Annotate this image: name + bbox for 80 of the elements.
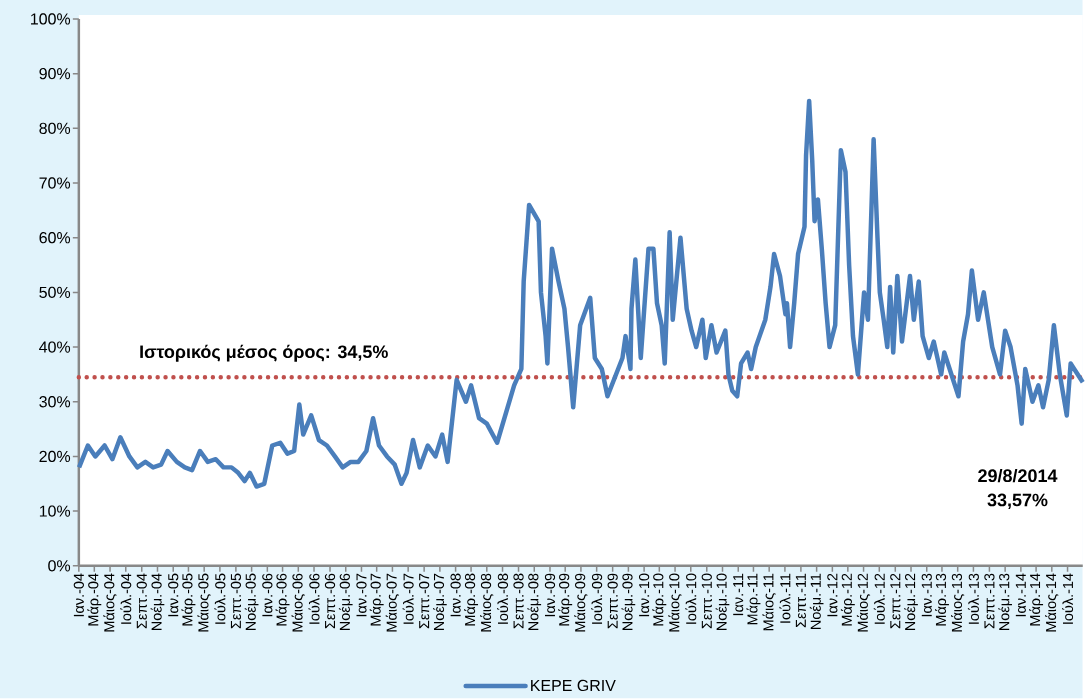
- x-tick-label: Μάιος-04: [103, 573, 117, 632]
- x-tick-label: Σεπτ.-11: [795, 573, 806, 628]
- x-tick-label: Ιούλ.-05: [214, 573, 226, 625]
- x-tick-label: Σεπτ.-08: [513, 573, 524, 629]
- x-tick-label: Μάιος-05: [197, 573, 211, 632]
- x-tick-label: Ιούλ.-14: [1062, 573, 1074, 625]
- x-tick-label: Ιαν.-06: [262, 573, 273, 617]
- x-tick-label: Ιούλ.-10: [685, 573, 697, 625]
- x-tick-label: Μάρ.-07: [369, 573, 384, 626]
- x-tick-label: Νοέμ.-05: [244, 573, 259, 631]
- x-tick-label: Νοέμ.-13: [998, 573, 1012, 631]
- x-tick-label: Σεπτ.-09: [607, 573, 618, 629]
- y-tick-label: 20%: [39, 451, 71, 463]
- x-tick-label: Μάρ.-12: [840, 573, 855, 626]
- x-tick-label: Μάιος-11: [762, 573, 776, 631]
- x-tick-label: Μάρ.-05: [181, 573, 196, 626]
- x-tick-label: Ιούλ.-06: [308, 573, 320, 625]
- x-tick-label: Ιούλ.-08: [497, 573, 509, 625]
- x-tick-label: Μάρ.-08: [464, 573, 479, 626]
- x-tick-label: Μάρ.-06: [275, 573, 290, 626]
- x-tick-label: Ιαν.-13: [921, 573, 932, 617]
- x-tick-label: Μάρ.-10: [652, 573, 667, 626]
- x-tick-label: Σεπτ.-13: [984, 573, 995, 629]
- x-tick-label: Μάρ.-04: [87, 573, 102, 626]
- x-tick-label: Νοέμ.-07: [433, 573, 447, 631]
- y-tick-label: 10%: [39, 505, 71, 518]
- x-tick-label: Ιαν.-10: [638, 573, 650, 617]
- x-tick-label: Μάρ.-09: [558, 573, 573, 626]
- x-tick-label: Ιαν.-11: [733, 573, 744, 616]
- x-tick-label: Μάιος-08: [480, 573, 494, 632]
- x-tick-label: Ιούλ.-04: [120, 573, 132, 625]
- x-tick-label: Νοέμ.-06: [338, 573, 353, 631]
- x-tick-label: Σεπτ.-12: [890, 573, 901, 629]
- y-tick-label: 90%: [39, 68, 71, 80]
- y-tick-label: 30%: [39, 396, 71, 408]
- x-tick-label: Μάιος-06: [291, 573, 305, 632]
- x-tick-label: Νοέμ.-04: [150, 573, 165, 631]
- x-tick-label: Νοέμ.-10: [715, 573, 730, 631]
- x-tick-label: Ιούλ.-13: [967, 573, 979, 625]
- x-tick-label: Ιούλ.-11: [779, 573, 791, 623]
- x-tick-label: Νοέμ.-09: [621, 573, 636, 631]
- x-tick-label: Μάρ.-13: [935, 573, 949, 626]
- x-tick-label: Νοέμ.-12: [904, 573, 918, 631]
- x-tick-label: Μάιος-09: [574, 573, 588, 632]
- x-tick-label: Σεπτ.-06: [324, 573, 336, 629]
- y-tick-label: 60%: [39, 232, 71, 244]
- annotation: 29/8/2014: [978, 469, 1058, 483]
- ref-line-label: Ιστορικός μέσος όρος: 34,5%: [140, 344, 388, 362]
- y-tick-label: 100%: [31, 13, 71, 25]
- legend-label: KEPE GRIV: [531, 680, 616, 692]
- x-tick-label: Σεπτ.-05: [230, 573, 242, 629]
- y-tick-label: 40%: [39, 341, 71, 353]
- y-tick-label: 80%: [39, 122, 71, 135]
- x-tick-label: Μάιος-12: [856, 573, 871, 632]
- x-tick-label: Μάιος-10: [668, 573, 682, 632]
- x-tick-label: Μάρ.-14: [1029, 573, 1044, 626]
- x-tick-label: Μάιος-13: [951, 573, 965, 632]
- x-tick-label: Ιαν.-07: [356, 573, 367, 617]
- x-tick-label: Σεπτ.-07: [419, 573, 430, 629]
- y-tick-label: 0%: [48, 560, 71, 572]
- x-tick-label: Μάιος-07: [385, 573, 400, 632]
- annotation: 33,57%: [987, 493, 1048, 510]
- x-tick-label: Σεπτ.-10: [701, 573, 712, 629]
- x-tick-label: Ιαν.-12: [827, 573, 838, 617]
- x-tick-label: Νοέμ.-11: [809, 573, 824, 630]
- x-tick-label: Ιούλ.-09: [591, 573, 603, 625]
- x-tick-label: Ιούλ.-07: [402, 573, 414, 625]
- x-tick-label: Σεπτ.-04: [136, 573, 147, 629]
- line-series: [76, 98, 1085, 489]
- x-tick-label: Ιαν.-14: [1015, 573, 1026, 617]
- x-tick-label: Ιαν.-04: [73, 573, 84, 617]
- x-tick-label: Μάρ.-11: [746, 573, 761, 625]
- x-tick-label: Ιούλ.-12: [873, 573, 885, 625]
- x-tick-label: Ιαν.-09: [544, 573, 556, 617]
- y-tick-label: 70%: [39, 177, 71, 189]
- x-tick-label: Ιαν.-05: [168, 573, 179, 617]
- x-tick-label: Μάιος-14: [1045, 573, 1059, 632]
- x-tick-label: Ιαν.-08: [450, 573, 461, 617]
- y-tick-label: 50%: [39, 286, 71, 299]
- x-tick-label: Νοέμ.-08: [527, 573, 542, 631]
